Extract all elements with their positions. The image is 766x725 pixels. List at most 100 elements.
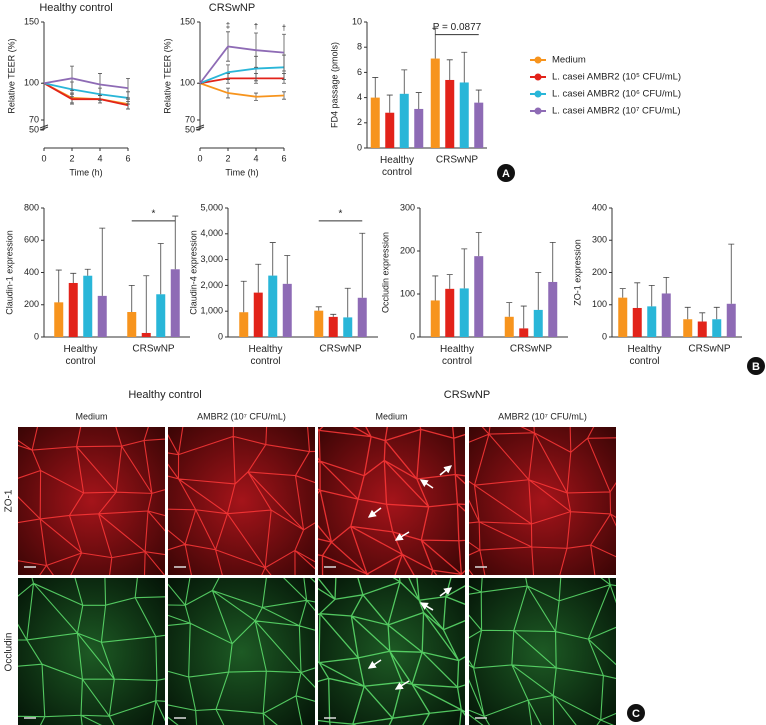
error-bar <box>699 312 706 322</box>
legend-label: L. casei AMBR2 (10⁶ CFU/mL) <box>552 89 681 100</box>
x-tick-label: Healthy control <box>249 344 283 367</box>
arrow <box>394 680 410 690</box>
error-bar <box>143 275 150 333</box>
y-tick-label: 50 <box>185 124 195 134</box>
panel-badge <box>627 704 645 722</box>
error-bar <box>255 263 262 293</box>
error-bar <box>315 306 322 311</box>
error-bar <box>359 232 366 298</box>
y-tick-label: 4,000 <box>200 228 223 238</box>
series-line <box>199 77 284 85</box>
condition-header: AMBR2 (10⁷ CFU/mL) <box>498 411 587 421</box>
bar <box>430 300 440 337</box>
error-bar <box>157 243 164 295</box>
y-tick-label: 2 <box>357 117 362 127</box>
condition-header: AMBR2 (10⁷ CFU/mL) <box>197 411 286 421</box>
y-tick-label: 200 <box>592 267 607 277</box>
bar <box>661 293 671 337</box>
x-tick-label: 0 <box>41 153 46 163</box>
x-tick-label: CRSwNP <box>319 344 362 355</box>
axis-break <box>195 124 205 129</box>
cell-borders <box>469 427 616 575</box>
cell-network <box>318 427 465 575</box>
y-tick-label: 0 <box>218 331 223 341</box>
bar <box>647 306 657 337</box>
series-line <box>43 82 129 107</box>
cell-borders <box>168 578 315 725</box>
error-bar <box>386 94 393 113</box>
y-axis-label: Relative TEER (%) <box>162 38 172 113</box>
x-tick-label: CRSwNP <box>688 344 731 355</box>
x-tick-label: 6 <box>281 153 286 163</box>
bar <box>504 316 514 337</box>
arrow <box>394 531 410 541</box>
y-tick-label: 0 <box>357 142 362 152</box>
y-axis-label: Claudin-1 expression <box>4 230 14 315</box>
y-tick-label: 100 <box>24 78 39 88</box>
condition-header: Medium <box>375 411 407 421</box>
y-tick-label: 0 <box>410 331 415 341</box>
x-tick-label: CRSwNP <box>510 344 553 355</box>
legend-dot <box>534 90 542 98</box>
chart-title: Healthy control <box>39 2 112 14</box>
x-tick-label: Healthy control <box>64 344 98 367</box>
series-line <box>199 82 285 98</box>
y-tick-label: 0 <box>602 331 607 341</box>
y-tick-label: 600 <box>24 235 39 245</box>
y-tick-label: 150 <box>180 16 195 26</box>
arrow <box>367 659 382 669</box>
error-bar <box>461 51 468 83</box>
bar <box>618 297 628 337</box>
micrograph <box>469 578 616 725</box>
bar <box>253 292 263 337</box>
annotation: ‡ <box>226 21 230 30</box>
bar <box>459 82 469 148</box>
error-bar <box>549 242 556 282</box>
cell-network <box>168 578 315 725</box>
error-bar <box>634 282 641 308</box>
micrograph <box>318 427 465 575</box>
bar <box>712 319 722 337</box>
bar <box>328 316 338 337</box>
y-tick-label: 400 <box>24 267 39 277</box>
series-line <box>199 45 285 84</box>
x-tick-label: 2 <box>225 153 230 163</box>
bar <box>697 321 707 337</box>
bar <box>519 328 529 337</box>
bar <box>533 309 543 337</box>
error-bar <box>240 280 247 313</box>
error-bar <box>475 232 482 257</box>
error-bar <box>330 313 337 317</box>
error-bar <box>684 306 691 320</box>
error-bar <box>372 77 379 98</box>
y-tick-label: 5,000 <box>200 202 223 212</box>
error-bar <box>84 268 91 276</box>
panel-label: C <box>632 708 640 720</box>
y-tick-label: 50 <box>29 124 39 134</box>
stain-label: Occludin <box>4 633 15 672</box>
error-bar <box>506 302 513 317</box>
error-bar <box>55 269 62 303</box>
series-line <box>43 77 129 90</box>
error-bar <box>446 274 453 289</box>
legend-label: L. casei AMBR2 (10⁵ CFU/mL) <box>552 72 681 83</box>
bar <box>170 269 180 337</box>
bar <box>83 275 93 337</box>
x-tick-label: 4 <box>253 153 258 163</box>
micrograph <box>469 427 616 575</box>
error-bar <box>475 89 482 103</box>
y-tick-label: 100 <box>400 288 415 298</box>
y-tick-label: 3,000 <box>200 254 223 264</box>
annotation: * <box>339 209 343 220</box>
bar <box>54 302 64 337</box>
y-axis-label: ZO-1 expression <box>572 239 582 306</box>
y-tick-label: 800 <box>24 202 39 212</box>
y-tick-label: 4 <box>357 92 362 102</box>
bar <box>268 275 278 337</box>
annotation: † <box>282 23 286 32</box>
error-bar <box>401 69 408 94</box>
y-axis-label: Occludin expression <box>380 232 390 313</box>
bar <box>445 288 455 337</box>
panel-badge <box>747 357 765 375</box>
cell-network <box>18 427 165 575</box>
